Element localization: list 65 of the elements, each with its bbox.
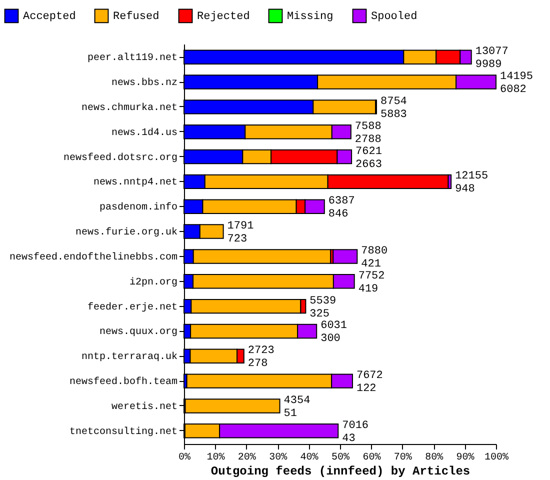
x-tick-label: 0% — [178, 452, 191, 464]
legend-label: Refused — [113, 10, 160, 23]
annotation: 7588 — [354, 120, 382, 133]
legend-label: Accepted — [23, 10, 76, 23]
y-tick-label: nntp.terraraq.uk — [81, 351, 178, 364]
annotation: 2663 — [356, 158, 382, 171]
annotation: 723 — [227, 234, 248, 246]
x-axis-title: Outgoing feeds (innfeed) by Articles — [210, 464, 470, 478]
annotation: 421 — [361, 258, 382, 270]
annotation: 2723 — [248, 345, 274, 358]
y-tick-label: feeder.erje.net — [87, 301, 178, 314]
annotation: 7752 — [358, 270, 385, 282]
annotation: 6387 — [328, 196, 355, 208]
x-tick-label: 30% — [269, 452, 288, 464]
annotation: 7621 — [356, 146, 382, 158]
annotation: 6031 — [320, 320, 348, 332]
annotation: 278 — [248, 358, 268, 370]
annotation: 419 — [358, 283, 378, 296]
y-tick-label: news.furie.org.uk — [75, 226, 178, 239]
x-tick-label: 60% — [362, 452, 381, 464]
y-tick-label: newsfeed.bofh.team — [69, 376, 178, 388]
annotation: 5883 — [380, 108, 407, 121]
annotation: 51 — [284, 408, 298, 420]
annotation: 2788 — [354, 134, 382, 146]
y-tick-label: newsfeed.endofthelinebbs.com — [9, 251, 178, 264]
annotation: 7880 — [361, 245, 388, 258]
annotation: 43 — [342, 432, 356, 445]
annotation: 7672 — [356, 370, 383, 382]
annotation: 846 — [328, 208, 348, 221]
annotation: 5539 — [310, 295, 336, 308]
annotation: 4354 — [284, 394, 311, 407]
annotation: 122 — [356, 383, 376, 396]
y-tick-label: i2pn.org — [129, 276, 178, 288]
annotation: 948 — [455, 184, 475, 196]
y-tick-label: weretis.net — [111, 400, 178, 413]
x-tick-label: 100% — [484, 452, 509, 464]
annotation: 325 — [310, 308, 330, 320]
y-tick-label: news.bbs.nz — [111, 77, 178, 90]
y-tick-label: news.quux.org — [99, 327, 178, 338]
x-tick-label: 50% — [331, 452, 350, 464]
y-tick-label: newsfeed.dotsrc.org — [63, 152, 178, 164]
annotation: 8754 — [380, 96, 408, 108]
annotation: 300 — [320, 333, 340, 346]
x-tick-label: 20% — [238, 452, 256, 464]
y-tick-label: pasdenom.info — [99, 202, 178, 214]
annotation: 13077 — [475, 46, 508, 58]
legend-label: Rejected — [197, 10, 250, 23]
legend-label: Missing — [287, 10, 334, 23]
y-tick-label: tnetconsulting.net — [69, 426, 178, 438]
annotation: 14195 — [500, 71, 534, 84]
y-tick-label: news.1d4.us — [111, 126, 178, 139]
annotation: 9989 — [475, 59, 502, 72]
y-tick-label: peer.alt119.net — [87, 52, 178, 64]
y-tick-label: news.nntp4.net — [93, 178, 178, 189]
x-tick-label: 40% — [300, 452, 318, 464]
x-tick-label: 10% — [206, 452, 225, 464]
annotation: 12155 — [455, 170, 488, 183]
legend-label: Spooled — [371, 10, 418, 23]
annotation: 1791 — [227, 220, 254, 233]
annotation: 7016 — [342, 420, 369, 432]
annotation: 6082 — [500, 84, 526, 96]
x-tick-label: 80% — [425, 452, 444, 464]
x-tick-label: 90% — [456, 452, 474, 464]
x-tick-label: 70% — [394, 452, 412, 464]
y-tick-label: news.chmurka.net — [81, 102, 178, 114]
